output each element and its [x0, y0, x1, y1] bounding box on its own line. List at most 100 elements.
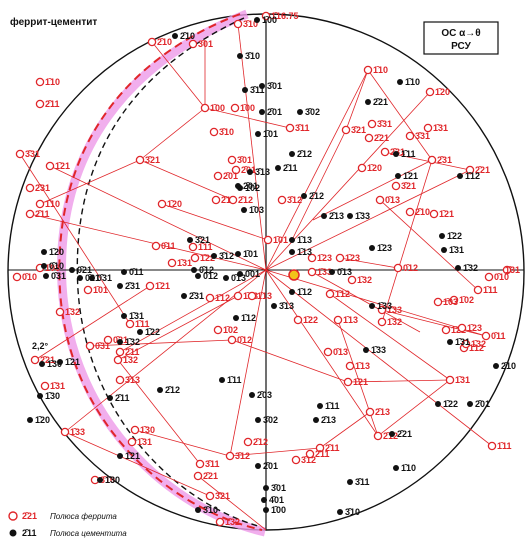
- zone-line: [312, 159, 433, 221]
- cementite-pole-marker: [137, 329, 143, 335]
- ferrite-pole-marker: [200, 103, 210, 113]
- cementite-pole-marker: [435, 401, 441, 407]
- ferrite-pole-label: 1̄31: [50, 381, 65, 391]
- ferrite-pole: 2̄12: [243, 437, 268, 447]
- cementite-pole: 0̄12: [191, 265, 214, 275]
- cementite-pole: 1̄11: [317, 401, 340, 411]
- ferrite-pole: 3̄01: [227, 155, 252, 165]
- ferrite-pole: 1̄32: [55, 307, 80, 317]
- cementite-pole-marker: [259, 109, 265, 115]
- ferrite-pole: 0̄11: [481, 331, 506, 341]
- cementite-pole-label: 0̄11: [129, 267, 144, 277]
- cementite-pole-label: 3̄21: [195, 235, 210, 245]
- ferrite-pole: 1̄33: [60, 427, 85, 437]
- cementite-pole-label: 1̄12: [465, 171, 480, 181]
- cementite-pole-marker: [195, 273, 201, 279]
- cementite-pole-label: 1̄21: [125, 451, 140, 461]
- ferrite-pole-marker: [213, 171, 223, 181]
- ferrite-pole-marker: [393, 263, 403, 273]
- ferrite-pole-label: 1̄16.75: [271, 11, 299, 21]
- ferrite-pole-label: 1̄12: [469, 343, 484, 353]
- ferrite-pole-marker: [228, 195, 238, 205]
- ferrite-pole-label: 1̄21: [155, 281, 170, 291]
- cementite-pole-label: 1̄30: [105, 475, 120, 485]
- zone-line: [139, 107, 206, 161]
- ferrite-pole-label: 2̄31: [35, 183, 50, 193]
- ferrite-pole-marker: [307, 253, 317, 263]
- cementite-pole-label: 0̄13: [337, 267, 352, 277]
- cementite-pole: 3̄10: [195, 505, 218, 515]
- cementite-pole-marker: [121, 313, 127, 319]
- ferrite-pole-label: 3̄21: [401, 181, 416, 191]
- cementite-pole-label: 1̄31: [449, 245, 464, 255]
- cementite-pole: 1̄31: [447, 337, 470, 347]
- zone-line: [134, 429, 231, 457]
- cementite-pole-label: 1̄13: [297, 235, 312, 245]
- ferrite-pole: 2̄10: [147, 37, 172, 47]
- ferrite-pole-label: 1̄21: [353, 377, 368, 387]
- cementite-pole: 1̄22: [137, 327, 160, 337]
- ferrite-pole-label: 1̄32: [357, 275, 372, 285]
- ferrite-pole-label: 1̄01: [273, 235, 288, 245]
- cementite-pole-label: 0̄21: [77, 265, 92, 275]
- cementite-pole-label: 3̄02: [305, 107, 320, 117]
- ferrite-pole-marker: [364, 133, 374, 143]
- ferrite-pole-label: 0̄11: [161, 241, 176, 251]
- cementite-pole-marker: [329, 269, 335, 275]
- cementite-pole-marker: [247, 169, 253, 175]
- zone-line: [39, 159, 141, 205]
- cementite-pole: 2̄21: [389, 429, 412, 439]
- cementite-pole: 2̄12: [301, 191, 324, 201]
- cementite-pole-marker: [187, 237, 193, 243]
- ferrite-pole: 1̄21: [145, 281, 170, 291]
- ferrite-pole-marker: [113, 355, 123, 365]
- ferrite-pole-label: 0̄11: [491, 331, 506, 341]
- center-pole-highlight: [288, 269, 300, 281]
- zone-line: [64, 431, 211, 497]
- cementite-pole-label: 2̄21: [397, 429, 412, 439]
- cementite-pole-marker: [235, 251, 241, 257]
- ferrite-pole-label: 3̄31: [25, 149, 40, 159]
- zone-line: [379, 199, 479, 291]
- ferrite-pole-marker: [135, 155, 145, 165]
- box-line2: РСУ: [451, 41, 472, 52]
- ferrite-pole: 2̄11: [305, 449, 330, 459]
- ferrite-pole: 1̄33: [377, 305, 402, 315]
- ferrite-pole-marker: [205, 293, 215, 303]
- ferrite-pole: 1̄30: [130, 425, 155, 435]
- cementite-pole-label: 1̄11: [325, 401, 340, 411]
- cementite-pole-label: 4̄01: [269, 495, 284, 505]
- angle-label: 2,2°: [32, 341, 49, 351]
- cementite-pole-marker: [297, 109, 303, 115]
- zone-line: [345, 69, 369, 131]
- zone-line: [291, 129, 347, 241]
- ferrite-pole: 1̄02: [449, 295, 474, 305]
- cementite-pole: 0̄10: [41, 261, 64, 271]
- ferrite-pole: 1̄00: [200, 103, 225, 113]
- ferrite-pole-label: 1̄32: [471, 339, 486, 349]
- ferrite-pole-marker: [130, 425, 140, 435]
- cementite-pole: 1̄01: [235, 249, 258, 259]
- ferrite-pole: 3̄01: [188, 39, 213, 49]
- zone-line: [19, 153, 131, 325]
- cementite-pole-label: 2̄12: [309, 191, 324, 201]
- ferrite-pole: 2̄21: [30, 355, 55, 365]
- ferrite-pole: 1̄03: [433, 297, 458, 307]
- ferrite-pole-marker: [25, 209, 35, 219]
- cementite-pole: 2̄10: [493, 361, 516, 371]
- ferrite-pole: 2̄11: [35, 99, 60, 109]
- cementite-pole: 1̄31: [441, 245, 464, 255]
- ferrite-pole-marker: [151, 241, 161, 251]
- zone-line: [311, 271, 421, 333]
- ferrite-pole: 1̄13: [333, 315, 358, 325]
- zone-line: [117, 359, 201, 465]
- ferrite-pole-marker: [227, 335, 237, 345]
- cementite-pole: 3̄21: [187, 235, 210, 245]
- ferrite-pole-marker: [357, 163, 367, 173]
- ferrite-pole-marker: [433, 297, 443, 307]
- cementite-pole-label: 1̄00: [271, 505, 286, 515]
- cementite-pole-marker: [467, 401, 473, 407]
- cementite-pole: 1̄23: [369, 243, 392, 253]
- ferrite-pole-label: 1̄01: [93, 285, 108, 295]
- ferrite-pole-label: 1̄33: [317, 267, 332, 277]
